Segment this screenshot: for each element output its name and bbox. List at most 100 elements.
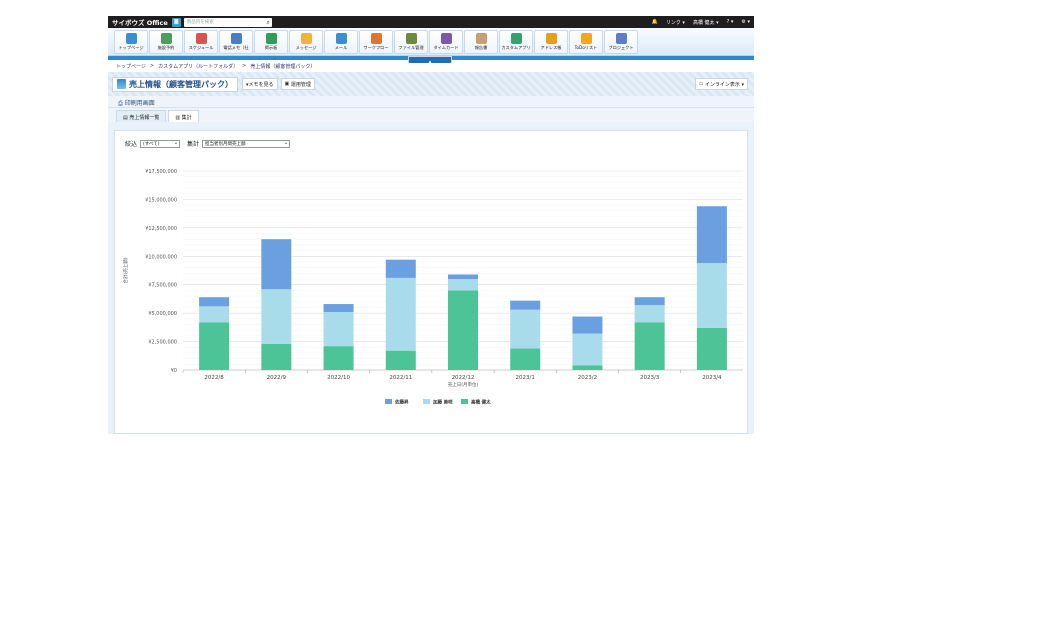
bar-segment[interactable]	[634, 305, 665, 323]
search-input[interactable]: 製品内を検索 ⌕	[183, 17, 272, 27]
breadcrumb-item[interactable]: 売上情報（顧客管理パック）	[250, 64, 316, 70]
print-row: ⎙ 印刷用画面	[108, 96, 754, 108]
app-glyph-icon	[125, 33, 137, 44]
app-icon-14[interactable]: プロジェクト	[604, 30, 638, 54]
app-icon-8[interactable]: ファイル管理	[394, 30, 428, 54]
bar-segment[interactable]	[199, 297, 230, 307]
app-icon-6[interactable]: メール	[324, 30, 358, 54]
x-tick-label: 2023/3	[640, 375, 660, 381]
app-glyph-icon	[580, 33, 592, 44]
x-axis-label: 売上日(月単位)	[448, 381, 479, 388]
breadcrumb-separator: >	[242, 63, 247, 69]
search-icon[interactable]: ⌕	[266, 18, 270, 26]
app-icon-4[interactable]: 掲示板	[254, 30, 288, 54]
app-switch-icon[interactable]: ◙	[171, 17, 181, 27]
stacked-bar-chart: ¥0 ¥2,500,000 ¥5,000,000 ¥7,500,000 ¥10,000,…	[122, 169, 743, 406]
list-icon: ▤	[123, 115, 130, 121]
tab-0[interactable]: ▤ 売上情報一覧	[116, 110, 167, 122]
print-link[interactable]: 印刷用画面	[124, 100, 155, 107]
app-label: アドレス帳	[540, 45, 562, 50]
inline-button-label: インライン表示 ▾	[704, 81, 744, 88]
app-icon-3[interactable]: 電話メモ（社	[219, 30, 253, 54]
bar-segment[interactable]	[572, 333, 603, 366]
aggregate-select[interactable]: 担当者別月間売上額	[202, 139, 291, 148]
bar-segment[interactable]	[510, 309, 541, 349]
icon-bar-toggle[interactable]: ▲	[108, 56, 754, 64]
user-menu[interactable]: 高橋 健太 ▾	[692, 19, 719, 26]
bar-segment[interactable]	[448, 279, 478, 291]
app-icon-2[interactable]: スケジュール	[184, 30, 218, 54]
page-title: 売上情報（顧客管理パック）	[129, 79, 233, 89]
bar-segment[interactable]	[199, 322, 230, 370]
bar-segment[interactable]	[261, 289, 292, 344]
bar-segment[interactable]	[323, 304, 354, 313]
settings-menu[interactable]: ⚙ ▾	[741, 19, 750, 25]
help-menu[interactable]: ? ▾	[726, 19, 734, 25]
bar-segment[interactable]	[323, 312, 354, 347]
app-label: ファイル管理	[398, 45, 424, 50]
bar-segment[interactable]	[448, 274, 478, 280]
app-icon-7[interactable]: ワークフロー	[359, 30, 393, 54]
breadcrumb: トップページ > カスタムアプリ（ルートフォルダ） > 売上情報（顧客管理パック）	[108, 60, 754, 72]
bar-segment[interactable]	[385, 350, 416, 370]
app-label: スケジュール	[188, 45, 214, 50]
legend-swatch	[423, 399, 430, 404]
app-icon-11[interactable]: カスタムアプリ	[499, 30, 533, 54]
bar-segment[interactable]	[323, 346, 354, 370]
y-tick-label: ¥17,500,000	[145, 169, 177, 175]
collapse-icon[interactable]: ▲	[408, 56, 452, 64]
app-icon-12[interactable]: アドレス帳	[534, 30, 568, 54]
app-glyph-icon	[370, 33, 382, 44]
legend-label: 加藤 美咲	[432, 399, 453, 406]
app-label: メッセージ	[295, 45, 317, 50]
x-tick-label: 2022/12	[452, 375, 475, 381]
app-glyph-icon	[335, 33, 347, 44]
app-icon-13[interactable]: ToDoリスト	[569, 30, 603, 54]
app-label: 掲示板	[264, 45, 278, 50]
bar-segment[interactable]	[385, 277, 416, 351]
app-window: サイボウズ Office ◙ 製品内を検索 ⌕ 🔔 リンク ▾ 高橋 健太 ▾ …	[108, 16, 754, 434]
inline-icon: ▭	[698, 81, 705, 87]
bar-segment[interactable]	[385, 259, 416, 278]
memo-button[interactable]: ▾メモを見る	[242, 78, 278, 90]
app-label: 報告書	[474, 45, 488, 50]
app-icon-1[interactable]: 施設予約	[149, 30, 183, 54]
admin-button[interactable]: ▣ 運用管理	[280, 78, 315, 90]
app-icon-9[interactable]: タイムカード	[429, 30, 463, 54]
tab-bar: ▤ 売上情報一覧 ▥ 集計	[108, 108, 754, 122]
bar-segment[interactable]	[696, 263, 727, 328]
bar-segment[interactable]	[696, 206, 727, 264]
bell-icon[interactable]: 🔔	[651, 19, 658, 25]
bar-segment[interactable]	[634, 322, 665, 370]
app-label: 電話メモ（社	[223, 45, 249, 50]
bar-segment[interactable]	[510, 300, 541, 310]
bar-segment[interactable]	[696, 327, 727, 370]
app-icon-5[interactable]: メッセージ	[289, 30, 323, 54]
bar-segment[interactable]	[572, 365, 603, 370]
filter-select[interactable]: (すべて)	[140, 139, 181, 148]
bar-segment[interactable]	[572, 316, 603, 334]
tab-label: 集計	[181, 115, 192, 121]
search-placeholder: 製品内を検索	[186, 19, 214, 25]
bar-segment[interactable]	[261, 239, 292, 290]
app-icon-10[interactable]: 報告書	[464, 30, 498, 54]
title-band: 売上情報（顧客管理パック） ▾メモを見る ▣ 運用管理 ▭ インライン表示 ▾	[108, 72, 754, 96]
bar-segment[interactable]	[448, 290, 478, 370]
bar-segment[interactable]	[261, 343, 292, 370]
x-tick-label: 2022/9	[267, 375, 287, 381]
bar-segment[interactable]	[199, 306, 230, 323]
breadcrumb-item[interactable]: カスタムアプリ（ルートフォルダ）	[158, 64, 239, 70]
app-icon-0[interactable]: トップページ	[114, 30, 148, 54]
breadcrumb-item[interactable]: トップページ	[116, 64, 146, 70]
app-glyph-icon	[300, 33, 312, 44]
links-menu[interactable]: リンク ▾	[665, 19, 685, 26]
tab-1[interactable]: ▥ 集計	[168, 110, 199, 122]
bar-segment[interactable]	[510, 348, 541, 370]
app-glyph-icon	[230, 33, 242, 44]
inline-display-button[interactable]: ▭ インライン表示 ▾	[694, 78, 748, 90]
brand-logo[interactable]: サイボウズ Office	[112, 19, 168, 27]
bar-segment[interactable]	[634, 297, 665, 306]
app-label: 施設予約	[157, 45, 175, 50]
aggregate-panel: 絞込 (すべて) 集計 担当者別月間売上額 ¥0 ¥2,500,000 ¥5,000…	[114, 130, 748, 434]
app-label: ワークフロー	[363, 45, 389, 50]
